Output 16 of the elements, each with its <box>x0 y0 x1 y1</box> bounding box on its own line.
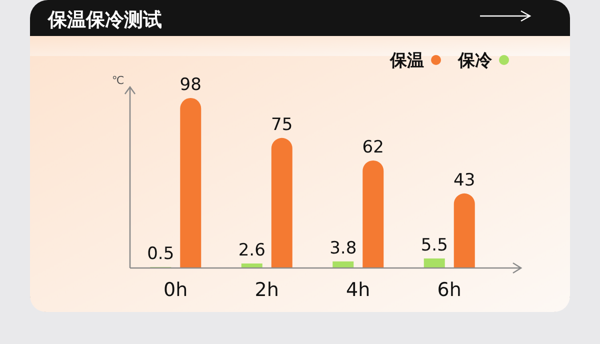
data-label: 98 <box>180 75 202 95</box>
data-label: 75 <box>271 114 293 135</box>
x-tick-label: 4h <box>346 279 370 301</box>
data-label: 0.5 <box>147 244 174 264</box>
x-tick-label: 0h <box>164 279 188 301</box>
chart-title: 保温保冷测试 <box>47 9 162 31</box>
data-label: 2.6 <box>238 240 266 260</box>
x-tick-label: 2h <box>254 279 279 301</box>
data-label: 43 <box>454 170 476 190</box>
data-label: 3.8 <box>330 238 357 258</box>
legend-label: 保温 <box>389 51 424 71</box>
legend-label: 保冷 <box>457 51 493 71</box>
y-axis-title: ℃ <box>112 74 124 87</box>
data-label: 5.5 <box>420 235 448 256</box>
data-label: 62 <box>362 137 384 158</box>
x-tick-label: 6h <box>437 279 462 301</box>
